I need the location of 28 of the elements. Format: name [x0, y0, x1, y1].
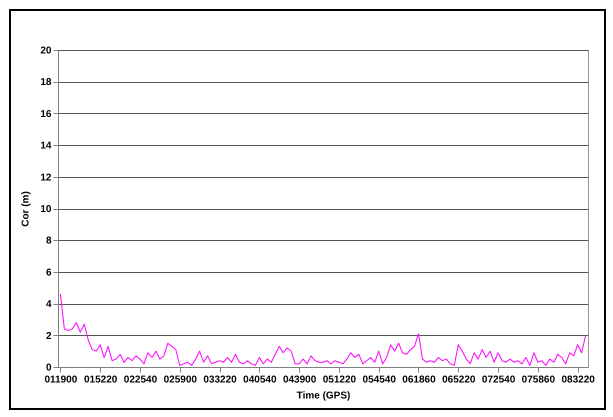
y-tick-label: 10 [40, 204, 52, 215]
x-tick-label: 040540 [243, 374, 277, 386]
y-tick-label: 12 [40, 172, 52, 184]
x-tick-label: 083220 [561, 374, 596, 386]
x-tick-label: 065220 [442, 374, 476, 386]
x-tick-label: 072540 [482, 374, 516, 386]
y-tick-label: 0 [46, 362, 52, 374]
x-tick-label: 054540 [362, 374, 396, 386]
x-axis-title: Time (GPS) [296, 390, 350, 402]
x-tick-label: 011900 [44, 374, 78, 386]
line-series [60, 294, 586, 366]
x-tick-label: 061860 [402, 374, 436, 386]
x-tick-label: 075860 [522, 374, 556, 386]
y-tick-label: 14 [40, 140, 52, 152]
y-tick-label: 8 [46, 236, 52, 247]
x-tick-label: 051220 [322, 374, 357, 386]
y-tick-label: 6 [46, 267, 52, 278]
y-tick-label: 2 [46, 330, 52, 342]
y-tick-label: 20 [40, 46, 52, 56]
x-tick-label: 015220 [84, 374, 118, 386]
x-tick-label: 025900 [164, 374, 198, 386]
x-tick-label: 033220 [203, 374, 238, 386]
y-tick-label: 18 [40, 77, 52, 88]
y-tick-label: 4 [46, 299, 52, 310]
x-tick-label: 022540 [124, 374, 158, 386]
y-tick-label: 16 [40, 108, 52, 120]
y-axis-title: Cor (m) [20, 191, 32, 227]
x-tick-label: 043900 [282, 374, 317, 386]
